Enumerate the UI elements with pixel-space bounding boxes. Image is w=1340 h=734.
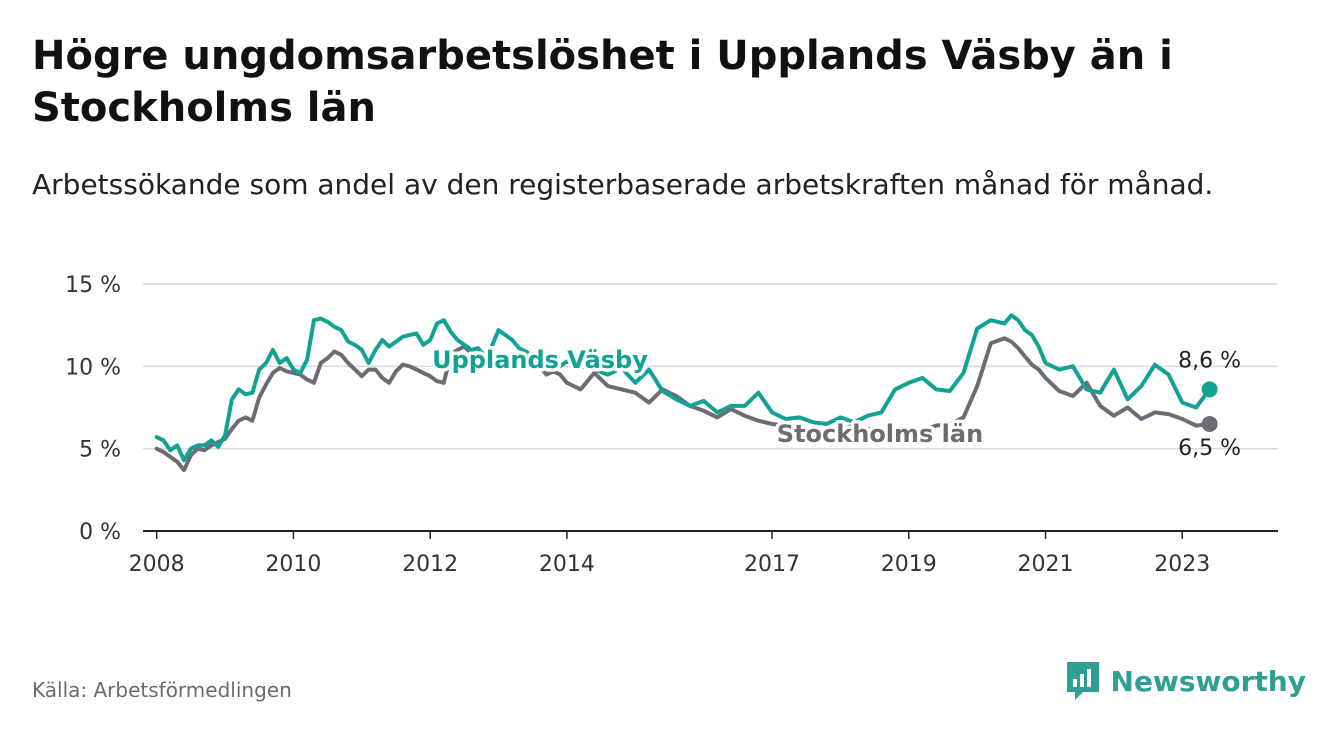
x-tick-label: 2017 bbox=[744, 552, 800, 577]
series-labels: Upplands Väsby Stockholms län bbox=[429, 343, 987, 452]
series-name-label: Stockholms län bbox=[777, 420, 983, 448]
gridlines bbox=[143, 283, 1278, 450]
end-point-marker bbox=[1201, 415, 1218, 432]
x-tick-label: 2012 bbox=[402, 552, 458, 577]
y-axis-ticks: 0 % 5 % 10 % 15 % bbox=[65, 273, 121, 545]
bar-chart-icon bbox=[1066, 662, 1099, 700]
chart-title: Högre ungdomsarbetslöshet i Upplands Väs… bbox=[32, 33, 1173, 131]
x-tick-label: 2010 bbox=[265, 552, 321, 577]
brand-name: Newsworthy bbox=[1110, 664, 1306, 698]
end-value-label: 8,6 % bbox=[1178, 348, 1241, 373]
chart-subtitle: Arbetssökande som andel av den registerb… bbox=[32, 168, 1214, 201]
end-point-marker bbox=[1201, 381, 1218, 398]
series-line-0 bbox=[154, 313, 1212, 463]
x-tick-label: 2014 bbox=[539, 552, 595, 577]
x-axis-ticks: 2008 2010 2012 2014 2017 2019 2021 2023 bbox=[129, 531, 1210, 577]
brand-logo: Newsworthy bbox=[1065, 660, 1306, 702]
x-tick-label: 2019 bbox=[881, 552, 937, 577]
end-markers: 8,6 % 6,5 % bbox=[1178, 348, 1241, 461]
source-note: Källa: Arbetsförmedlingen bbox=[32, 678, 292, 702]
y-tick-label: 5 % bbox=[79, 438, 121, 463]
series-line-1 bbox=[154, 336, 1212, 473]
x-tick-label: 2008 bbox=[129, 552, 185, 577]
x-tick-label: 2021 bbox=[1018, 552, 1074, 577]
x-tick-label: 2023 bbox=[1154, 552, 1210, 577]
y-tick-label: 10 % bbox=[65, 355, 121, 380]
series-lines bbox=[154, 313, 1212, 473]
y-tick-label: 15 % bbox=[65, 273, 121, 298]
end-value-label: 6,5 % bbox=[1178, 436, 1241, 461]
series-name-label: Upplands Väsby bbox=[432, 346, 648, 374]
y-tick-label: 0 % bbox=[79, 520, 121, 545]
